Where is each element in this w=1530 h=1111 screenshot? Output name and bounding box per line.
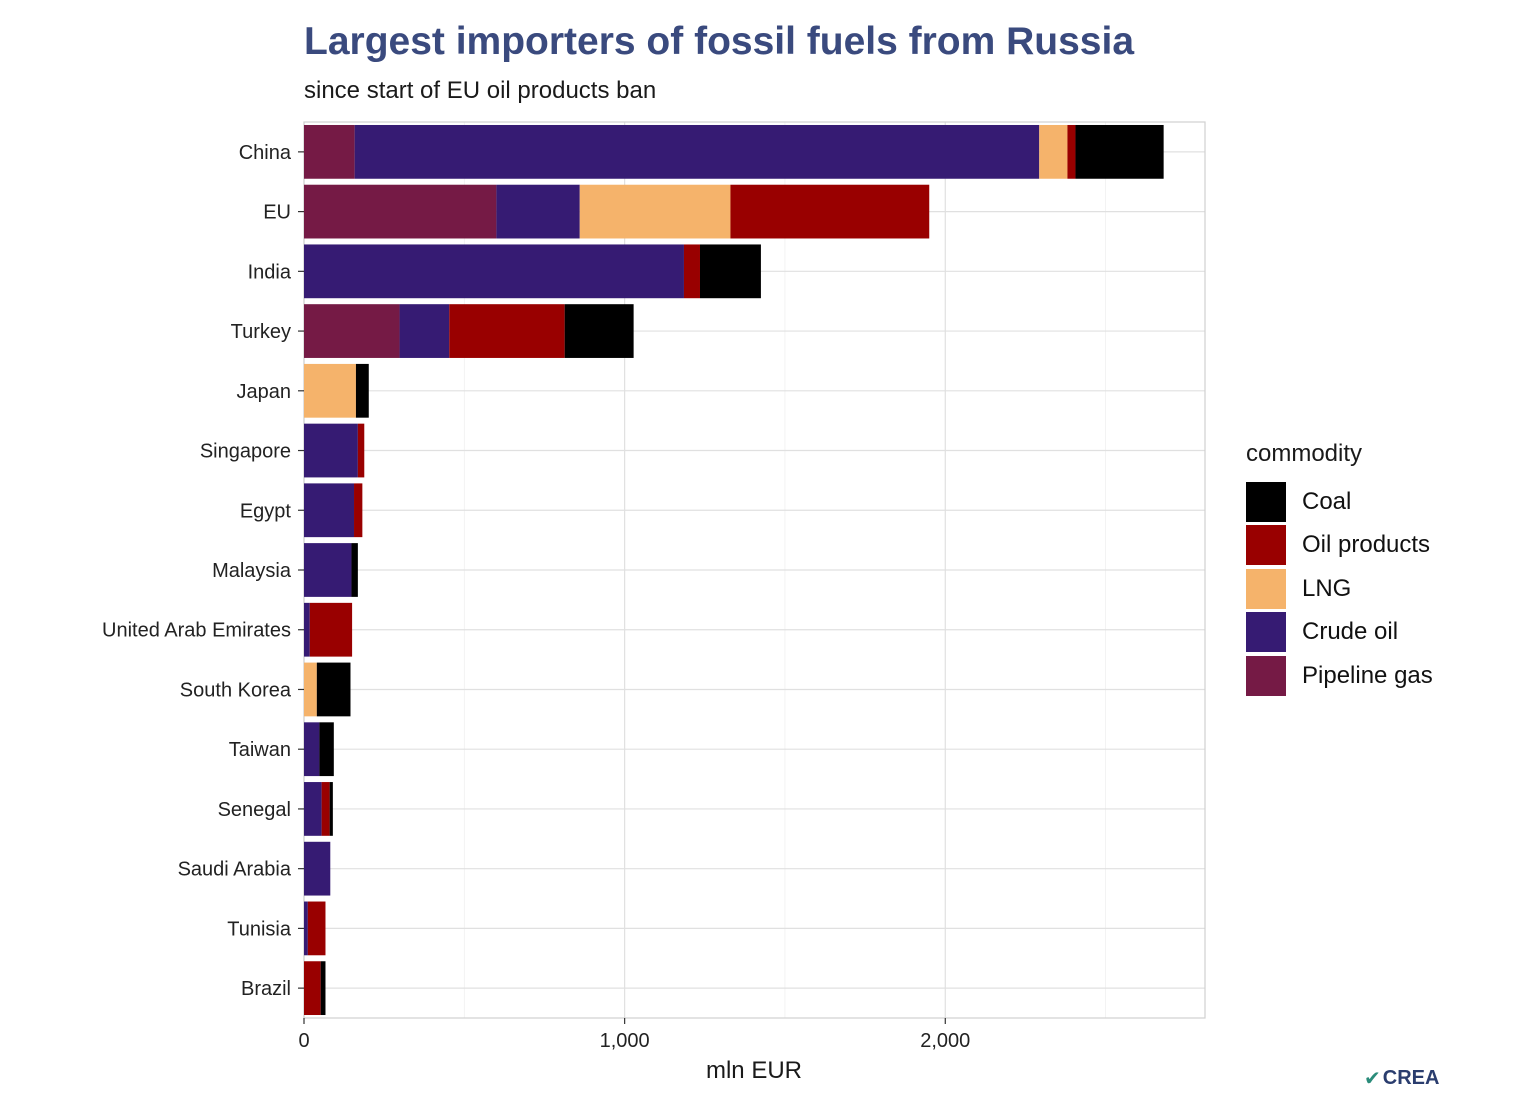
legend-label: Oil products — [1302, 531, 1431, 559]
legend-item: Coal — [1246, 480, 1433, 524]
y-tick-label: Brazil — [241, 978, 291, 1000]
x-axis-title: mln EUR — [706, 1057, 802, 1084]
y-tick-label: Taiwan — [229, 739, 291, 761]
y-tick-label: China — [239, 142, 292, 164]
legend-item: Crude oil — [1246, 611, 1433, 655]
crea-logo-icon: ✔ — [1364, 1068, 1381, 1090]
y-tick-label: Japan — [237, 381, 292, 403]
bar-segment — [357, 423, 365, 478]
bar-segment — [304, 782, 322, 836]
bar-segment — [354, 124, 1040, 179]
y-tick-label: Senegal — [218, 799, 291, 821]
x-tick-label: 0 — [298, 1030, 309, 1052]
x-axis: 0 1,000 2,000 — [298, 1018, 970, 1052]
crea-logo: ✔ CREA — [1364, 1066, 1439, 1091]
bar-segment — [1067, 124, 1076, 179]
legend-item: Oil products — [1246, 524, 1433, 568]
legend-label: Crude oil — [1302, 618, 1399, 646]
bar-segment — [319, 722, 334, 777]
bar-segment — [320, 961, 326, 1016]
y-tick-label: Malaysia — [212, 560, 292, 582]
bar-segment — [304, 602, 310, 657]
legend-items: Coal Oil products LNG Crude oil Pipeline gas — [1246, 480, 1433, 698]
y-tick-label: Tunisia — [227, 918, 292, 940]
bar-segment — [304, 722, 320, 777]
bars — [304, 124, 1164, 1016]
bar-segment — [307, 901, 326, 956]
bar-segment — [730, 184, 930, 239]
logo-text: CREA — [1382, 1067, 1440, 1089]
y-tick-label: EU — [263, 202, 291, 224]
bar-segment — [683, 244, 700, 299]
y-axis: China EU India Turkey Japan Singapore Egypt Mal… — [102, 142, 304, 1000]
bar-segment — [304, 961, 321, 1016]
bar-segment — [316, 662, 351, 717]
bar-segment — [351, 543, 358, 597]
y-tick-label: South Korea — [180, 679, 292, 701]
bar-segment — [579, 184, 731, 239]
bar-segment — [699, 244, 761, 299]
legend-item: LNG — [1246, 567, 1433, 611]
bar-segment — [304, 543, 352, 597]
legend-swatch — [1246, 568, 1286, 609]
y-tick-label: Turkey — [231, 321, 291, 343]
y-tick-label: Saudi Arabia — [178, 859, 292, 881]
bar-segment — [304, 841, 331, 896]
bar-segment — [449, 304, 565, 358]
bar-segment — [355, 363, 369, 418]
y-tick-label: Singapore — [200, 441, 291, 463]
bar-segment — [304, 483, 355, 538]
bar-segment — [304, 244, 684, 299]
y-tick-label: United Arab Emirates — [102, 620, 291, 642]
y-tick-label: India — [248, 261, 292, 283]
legend-swatch — [1246, 612, 1286, 653]
bar-segment — [321, 782, 330, 836]
y-tick-label: Egypt — [240, 500, 292, 522]
bar-segment — [1039, 124, 1068, 179]
bar-segment — [1075, 124, 1164, 179]
legend-title: commodity — [1246, 440, 1363, 467]
bar-segment — [496, 184, 580, 239]
legend-swatch — [1246, 481, 1286, 522]
chart-subtitle: since start of EU oil products ban — [304, 77, 657, 104]
legend-swatch — [1246, 655, 1286, 696]
bar-segment — [304, 662, 317, 717]
legend-label: Coal — [1302, 487, 1352, 515]
legend-item: Pipeline gas — [1246, 654, 1433, 698]
chart-title: Largest importers of fossil fuels from R… — [304, 20, 1135, 63]
bar-segment — [304, 363, 356, 418]
bar-segment — [354, 483, 363, 538]
bar-segment — [304, 124, 355, 179]
bar-segment — [564, 304, 634, 358]
bar-segment — [304, 901, 308, 956]
x-tick-label: 1,000 — [600, 1030, 650, 1052]
legend-swatch — [1246, 525, 1286, 566]
bar-segment — [304, 423, 358, 478]
legend: commodity Coal Oil products LNG Crude oil Pi… — [1246, 440, 1433, 698]
bar-segment — [304, 184, 497, 239]
x-tick-label: 2,000 — [920, 1030, 970, 1052]
legend-label: Pipeline gas — [1302, 661, 1433, 689]
legend-label: LNG — [1302, 574, 1352, 602]
bar-segment — [399, 304, 450, 358]
bar-segment — [329, 782, 333, 836]
bar-segment — [304, 304, 400, 358]
bar-segment — [309, 602, 353, 657]
